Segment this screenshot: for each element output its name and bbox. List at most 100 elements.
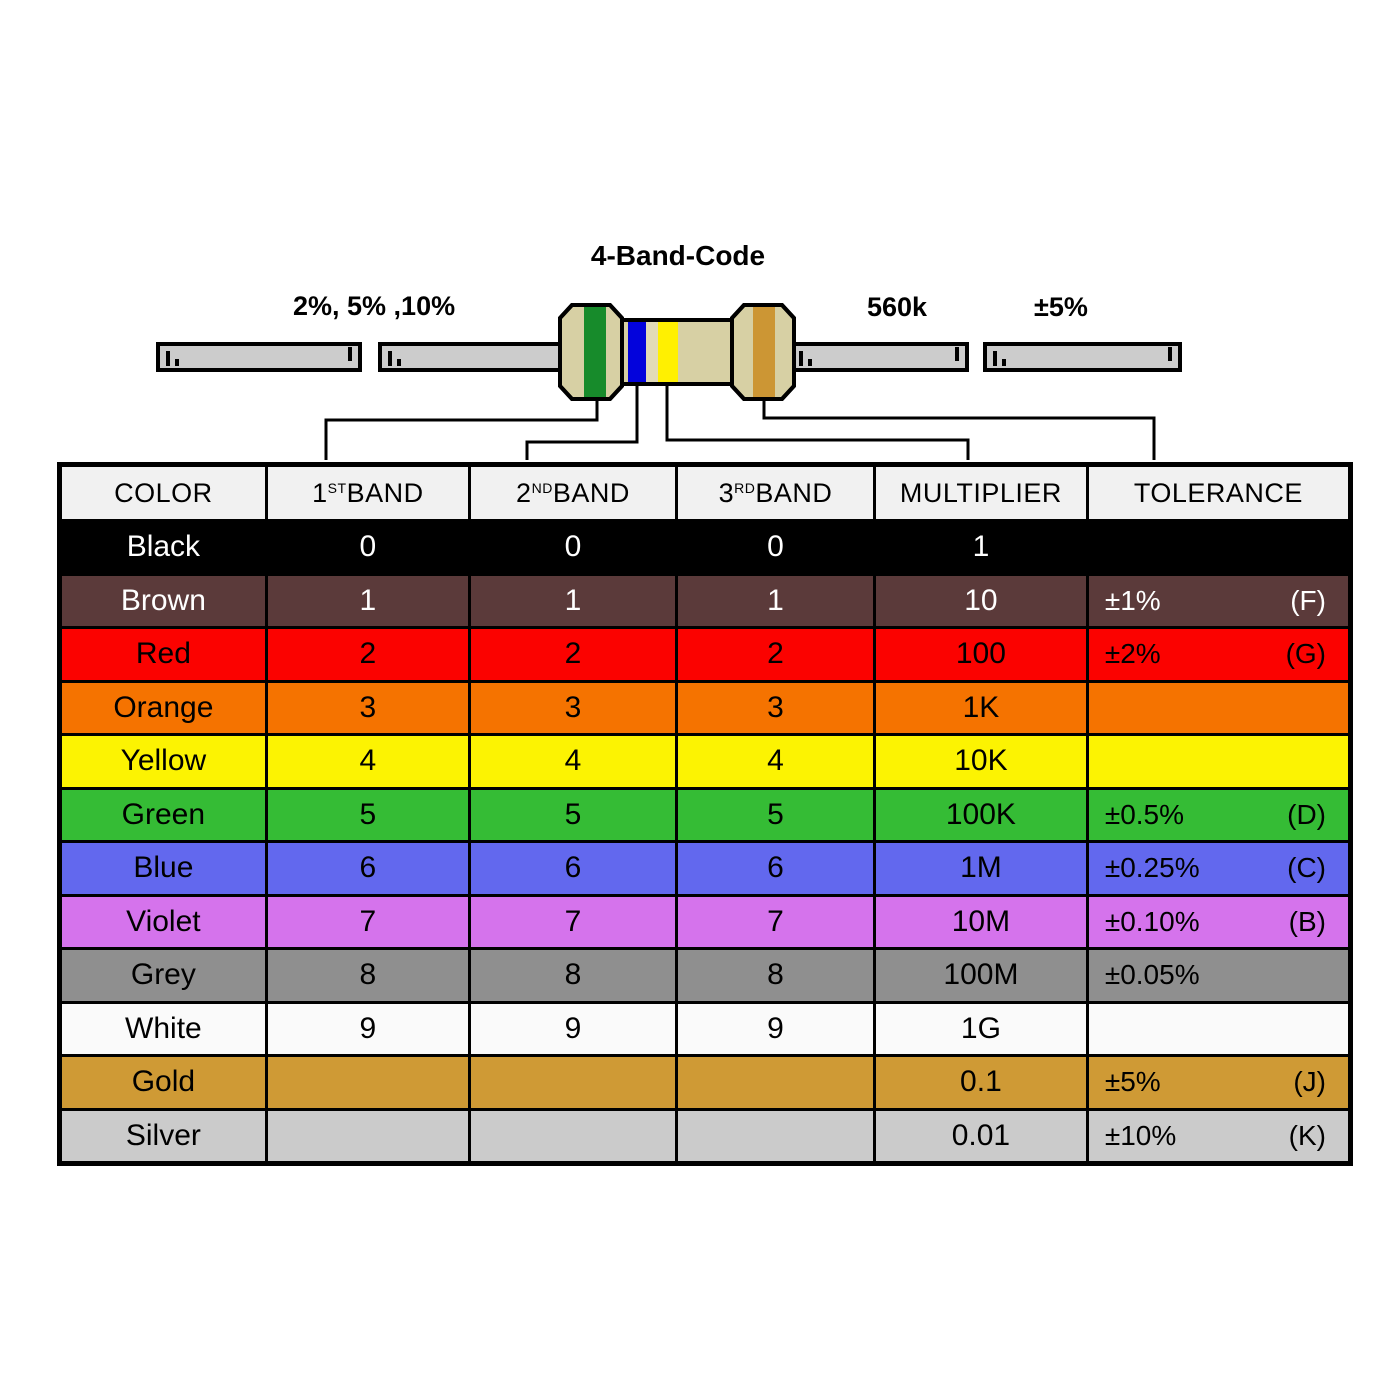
band1-cell-yellow: 4 bbox=[268, 736, 471, 787]
color-name-cell-green: Green bbox=[62, 789, 268, 840]
band2-cell-blue: 6 bbox=[471, 843, 678, 894]
multiplier-cell-red: 100 bbox=[876, 629, 1089, 680]
band3-cell-brown: 1 bbox=[678, 575, 876, 626]
connector-band2-to-2nd-band bbox=[525, 386, 639, 460]
table-row-silver: Silver 0.01 ±10% (K) bbox=[62, 1110, 1348, 1161]
band2-cell-violet: 7 bbox=[471, 896, 678, 947]
band2-cell-brown: 1 bbox=[471, 575, 678, 626]
table-row-brown: Brown 1 1 1 10 ±1% (F) bbox=[62, 575, 1348, 629]
table-row-gold: Gold 0.1 ±5% (J) bbox=[62, 1057, 1348, 1111]
resistor-lead-right bbox=[789, 342, 969, 372]
band2-cell-grey: 8 bbox=[471, 950, 678, 1001]
header-cell-color: COLOR bbox=[62, 467, 268, 519]
band1-cell-violet: 7 bbox=[268, 896, 471, 947]
band1-cell-orange: 3 bbox=[268, 682, 471, 733]
band1-cell-blue: 6 bbox=[268, 843, 471, 894]
band3-cell-grey: 8 bbox=[678, 950, 876, 1001]
resistor-lead-left bbox=[378, 342, 566, 372]
resistor-lead-far-left bbox=[156, 342, 362, 372]
tolerance-cell-white bbox=[1089, 1004, 1348, 1055]
band3-cell-blue: 6 bbox=[678, 843, 876, 894]
tolerance-cell-brown: ±1% (F) bbox=[1104, 584, 1326, 616]
band2-cell-red: 2 bbox=[471, 629, 678, 680]
band-4-gold bbox=[753, 306, 775, 398]
table-row-black: Black 0 0 0 1 bbox=[62, 522, 1348, 576]
table-row-yellow: Yellow 4 4 4 10K bbox=[62, 736, 1348, 790]
multiplier-cell-green: 100K bbox=[876, 789, 1089, 840]
band3-cell-silver bbox=[678, 1110, 876, 1161]
band-2-blue bbox=[628, 322, 646, 382]
color-name-cell-white: White bbox=[62, 1003, 268, 1054]
band3-cell-black: 0 bbox=[678, 522, 876, 573]
color-code-table: COLOR 1 ST BAND 2 ND BAND 3 RD BAND MULTIPLIER T… bbox=[57, 462, 1353, 1166]
band3-cell-white: 9 bbox=[678, 1003, 876, 1054]
band1-cell-brown: 1 bbox=[268, 575, 471, 626]
connector-band3-to-multiplier bbox=[665, 386, 970, 460]
resistance-value-label: 560k bbox=[867, 292, 928, 322]
band3-cell-orange: 3 bbox=[678, 682, 876, 733]
band3-cell-red: 2 bbox=[678, 629, 876, 680]
header-cell-band2: 2 ND BAND bbox=[471, 467, 678, 519]
tolerance-cell-black bbox=[1089, 522, 1348, 573]
band-1-green bbox=[584, 306, 606, 398]
band1-cell-silver bbox=[268, 1110, 471, 1161]
table-header-row: COLOR 1 ST BAND 2 ND BAND 3 RD BAND MULTIPLIER T… bbox=[62, 467, 1348, 522]
tolerance-cell-orange bbox=[1089, 683, 1348, 734]
tolerance-cell-green: ±0.5% (D) bbox=[1104, 798, 1326, 830]
color-name-cell-gold: Gold bbox=[62, 1057, 268, 1108]
multiplier-cell-white: 1G bbox=[876, 1003, 1089, 1054]
connector-band1-to-1st-band bbox=[324, 401, 599, 460]
multiplier-cell-gold: 0.1 bbox=[876, 1057, 1089, 1108]
color-name-cell-black: Black bbox=[62, 522, 268, 573]
resistor-lead-far-right bbox=[983, 342, 1182, 372]
band2-cell-gold bbox=[471, 1057, 678, 1108]
band3-cell-gold bbox=[678, 1057, 876, 1108]
tolerance-cell-red: ±2% (G) bbox=[1104, 638, 1326, 670]
table-row-green: Green 5 5 5 100K ±0.5% (D) bbox=[62, 789, 1348, 843]
band1-cell-white: 9 bbox=[268, 1003, 471, 1054]
band2-cell-black: 0 bbox=[471, 522, 678, 573]
color-name-cell-silver: Silver bbox=[62, 1110, 268, 1161]
tolerance-cell-gold: ±5% (J) bbox=[1104, 1066, 1326, 1098]
band-3-yellow bbox=[658, 322, 678, 382]
tolerance-cell-blue: ±0.25% (C) bbox=[1104, 852, 1326, 884]
band2-cell-white: 9 bbox=[471, 1003, 678, 1054]
table-row-red: Red 2 2 2 100 ±2% (G) bbox=[62, 629, 1348, 683]
band3-cell-yellow: 4 bbox=[678, 736, 876, 787]
color-name-cell-violet: Violet bbox=[62, 896, 268, 947]
multiplier-cell-silver: 0.01 bbox=[876, 1110, 1089, 1161]
band1-cell-grey: 8 bbox=[268, 950, 471, 1001]
table-row-white: White 9 9 9 1G bbox=[62, 1003, 1348, 1057]
multiplier-cell-brown: 10 bbox=[876, 575, 1089, 626]
band1-cell-red: 2 bbox=[268, 629, 471, 680]
connector-band4-to-tolerance bbox=[762, 401, 1156, 460]
color-name-cell-orange: Orange bbox=[62, 682, 268, 733]
resistor-body bbox=[558, 303, 796, 401]
tolerance-cell-yellow bbox=[1089, 736, 1348, 787]
tolerance-options-label: 2%, 5% ,10% bbox=[293, 291, 456, 321]
multiplier-cell-blue: 1M bbox=[876, 843, 1089, 894]
tolerance-cell-grey: ±0.05% bbox=[1104, 959, 1200, 991]
header-cell-tolerance: TOLERANCE bbox=[1133, 477, 1303, 508]
multiplier-cell-orange: 1K bbox=[876, 682, 1089, 733]
band3-cell-green: 5 bbox=[678, 789, 876, 840]
header-cell-multiplier: MULTIPLIER bbox=[876, 467, 1089, 519]
diagram-title: 4-Band-Code bbox=[590, 240, 766, 271]
tolerance-cell-violet: ±0.10% (B) bbox=[1104, 905, 1326, 937]
multiplier-cell-black: 1 bbox=[876, 522, 1089, 573]
color-name-cell-blue: Blue bbox=[62, 843, 268, 894]
color-name-cell-brown: Brown bbox=[62, 575, 268, 626]
table-row-violet: Violet 7 7 7 10M ±0.10% (B) bbox=[62, 896, 1348, 950]
table-row-grey: Grey 8 8 8 100M ±0.05% bbox=[62, 950, 1348, 1004]
color-name-cell-red: Red bbox=[62, 629, 268, 680]
multiplier-cell-yellow: 10K bbox=[876, 736, 1089, 787]
tolerance-cell-silver: ±10% (K) bbox=[1104, 1119, 1326, 1151]
table-row-orange: Orange 3 3 3 1K bbox=[62, 682, 1348, 736]
band2-cell-green: 5 bbox=[471, 789, 678, 840]
band1-cell-green: 5 bbox=[268, 789, 471, 840]
band3-cell-violet: 7 bbox=[678, 896, 876, 947]
header-cell-band3: 3 RD BAND bbox=[678, 467, 876, 519]
color-name-cell-grey: Grey bbox=[62, 950, 268, 1001]
band2-cell-orange: 3 bbox=[471, 682, 678, 733]
